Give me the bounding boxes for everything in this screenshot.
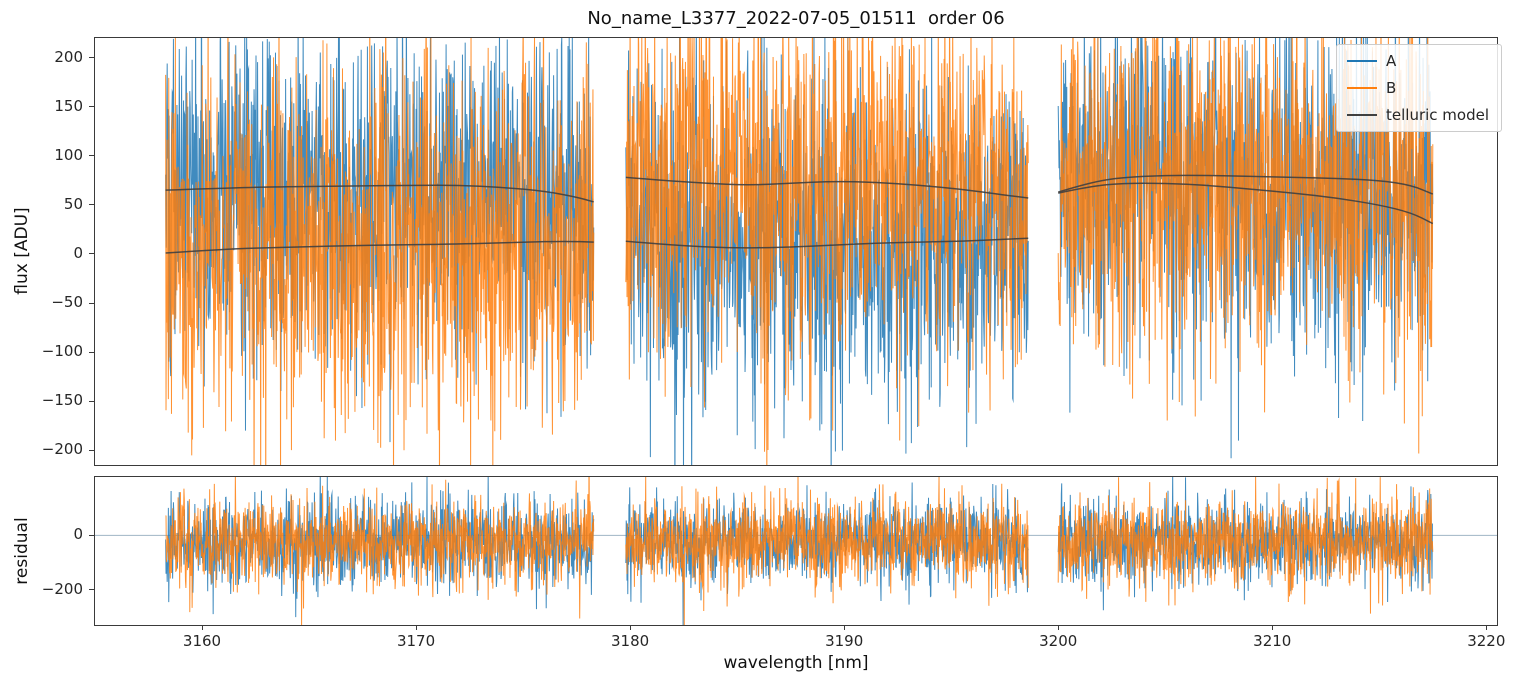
residual-y-tick-label: 0 xyxy=(73,525,83,544)
x-tick-mark xyxy=(415,625,417,630)
flux-y-tick-label: 200 xyxy=(54,47,83,66)
flux-y-tick-label: −200 xyxy=(41,440,83,459)
flux-y-tick-label: 150 xyxy=(54,96,83,115)
x-tick-label: 3180 xyxy=(611,632,650,650)
x-tick-label: 3200 xyxy=(1039,632,1078,650)
flux-y-tick-label: 100 xyxy=(54,145,83,164)
legend-item-b: B xyxy=(1347,79,1489,97)
x-tick-label: 3160 xyxy=(182,632,222,650)
flux-y-tick-label: −50 xyxy=(51,293,83,312)
legend-item-label: A xyxy=(1386,52,1397,70)
legend-item-a: A xyxy=(1347,52,1489,70)
x-tick-label: 3170 xyxy=(396,632,436,650)
chart-title: No_name_L3377_2022-07-05_01511 order 06 xyxy=(587,8,1005,29)
x-axis-label: wavelength [nm] xyxy=(723,653,869,673)
residual-y-tick-mark xyxy=(89,589,94,591)
flux-canvas xyxy=(95,38,1497,465)
legend-item-label: B xyxy=(1386,79,1397,97)
legend-item-label: telluric model xyxy=(1386,106,1490,124)
x-tick-label: 3190 xyxy=(825,632,864,650)
x-tick-mark xyxy=(1485,625,1487,630)
flux-y-tick-label: 50 xyxy=(63,194,83,213)
flux-y-tick-mark xyxy=(89,449,94,451)
flux-y-tick-mark xyxy=(89,204,94,206)
residual-canvas xyxy=(95,477,1497,625)
x-tick-label: 3210 xyxy=(1253,632,1292,650)
flux-y-tick-mark xyxy=(89,253,94,255)
flux-y-tick-mark xyxy=(89,351,94,353)
flux-y-tick-mark xyxy=(89,106,94,108)
x-tick-mark xyxy=(1057,625,1059,630)
legend-item-telluric-model: telluric model xyxy=(1347,106,1489,124)
legend-line-swatch xyxy=(1347,60,1377,62)
x-tick-mark xyxy=(1271,625,1273,630)
flux-y-tick-mark xyxy=(89,400,94,402)
flux-y-tick-label: −100 xyxy=(41,342,83,361)
x-tick-mark xyxy=(201,625,203,630)
residual-y-tick-label: −200 xyxy=(41,579,83,598)
legend-line-swatch xyxy=(1347,87,1377,89)
legend-line-swatch xyxy=(1347,114,1377,116)
flux-y-tick-label: 0 xyxy=(73,243,83,262)
flux-y-tick-label: −150 xyxy=(41,391,83,410)
flux-y-tick-mark xyxy=(89,155,94,157)
x-tick-mark xyxy=(629,625,631,630)
residual-y-tick-mark xyxy=(89,534,94,536)
x-tick-label: 3220 xyxy=(1467,632,1506,650)
flux-plot-area xyxy=(94,37,1498,466)
flux-y-tick-mark xyxy=(89,57,94,59)
x-tick-mark xyxy=(843,625,845,630)
residual-plot-area xyxy=(94,476,1498,626)
flux-y-tick-mark xyxy=(89,302,94,304)
